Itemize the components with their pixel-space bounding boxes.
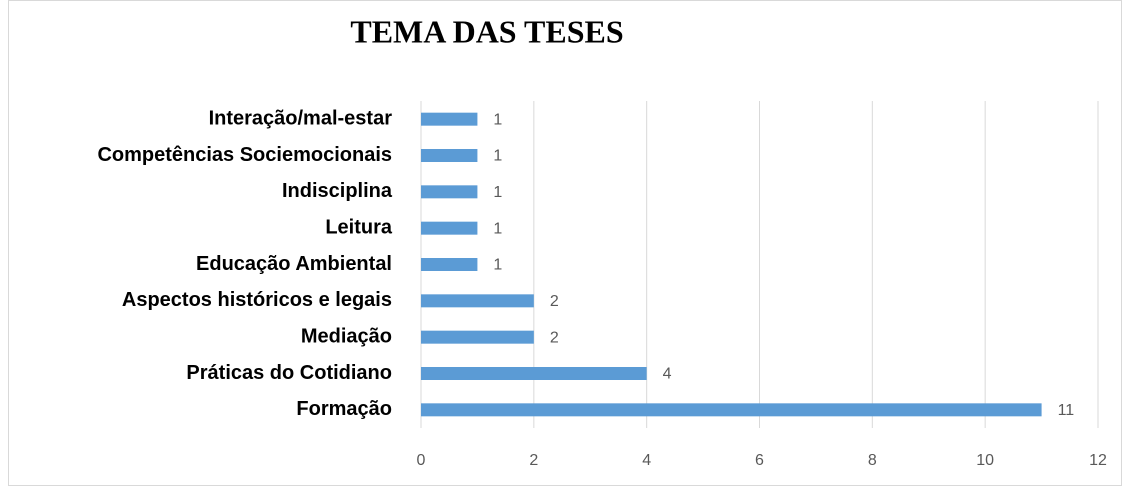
bar [421, 367, 647, 380]
x-tick-label: 8 [868, 452, 877, 469]
data-label: 2 [550, 293, 559, 310]
bar [421, 330, 534, 344]
bar [421, 185, 478, 199]
category-label: Educação Ambiental [196, 253, 392, 275]
bar [421, 221, 478, 235]
bar [421, 149, 478, 162]
x-tick-label: 6 [755, 452, 764, 469]
data-label: 1 [493, 257, 502, 274]
category-label: Práticas do Cotidiano [186, 362, 392, 384]
data-label: 1 [493, 184, 502, 201]
bar [421, 403, 1042, 417]
x-tick-label: 0 [417, 452, 426, 469]
category-label: Interação/mal-estar [209, 107, 393, 129]
data-label: 2 [550, 329, 559, 346]
data-label: 1 [493, 148, 502, 165]
bar [421, 112, 478, 126]
bar [421, 294, 534, 308]
data-label: 11 [1058, 402, 1075, 419]
data-label: 1 [493, 220, 502, 237]
bar [421, 258, 478, 271]
x-tick-label: 4 [642, 452, 651, 469]
chart-title: TEMA DAS TESES [350, 13, 623, 49]
category-label: Competências Sociemocionais [97, 144, 392, 166]
data-label: 4 [663, 366, 672, 383]
category-label: Indisciplina [282, 180, 393, 202]
category-label: Aspectos históricos e legais [122, 289, 392, 311]
x-tick-label: 10 [976, 452, 994, 469]
category-label: Leitura [325, 216, 393, 238]
x-tick-label: 12 [1089, 452, 1107, 469]
category-label: Formação [296, 398, 392, 420]
category-label: Mediação [301, 325, 392, 347]
x-tick-label: 2 [529, 452, 538, 469]
data-label: 1 [493, 111, 502, 128]
